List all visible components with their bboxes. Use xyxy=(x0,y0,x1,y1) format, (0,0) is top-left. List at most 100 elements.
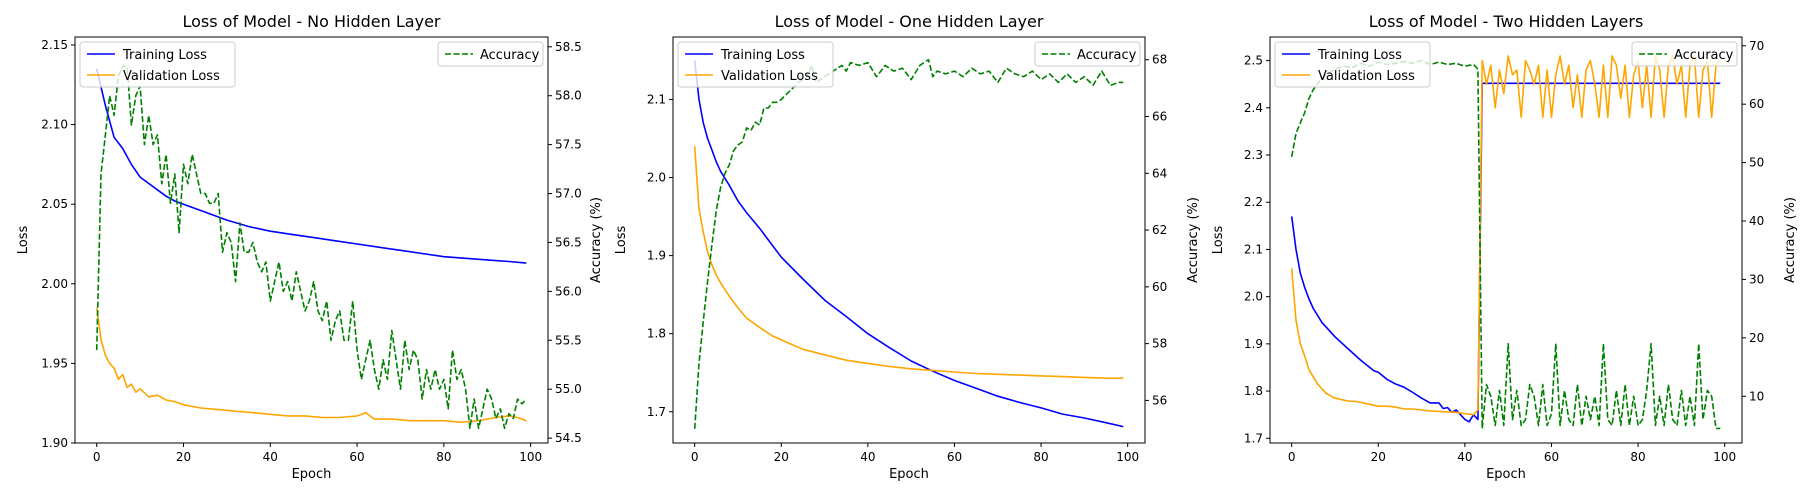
x-tick-label: 0 xyxy=(93,450,101,464)
y2-tick-label: 60 xyxy=(1749,97,1764,111)
y-axis-label: Loss xyxy=(16,226,31,255)
y-tick-label: 1.7 xyxy=(1244,431,1263,445)
y2-tick-label: 64 xyxy=(1152,166,1167,180)
series-line-validation-loss xyxy=(95,307,527,424)
y2-tick-label: 60 xyxy=(1152,280,1167,294)
y2-tick-label: 30 xyxy=(1749,272,1764,286)
y-tick-label: 1.8 xyxy=(1244,384,1263,398)
y-tick-label: 2.05 xyxy=(41,197,68,211)
y-tick-label: 1.9 xyxy=(647,249,666,263)
x-tick-label: 80 xyxy=(1630,450,1645,464)
y-tick-label: 2.5 xyxy=(1244,54,1263,68)
y2-tick-label: 56 xyxy=(1152,393,1167,407)
y2-tick-label: 58.0 xyxy=(555,89,582,103)
y2-tick-label: 55.0 xyxy=(555,382,582,396)
legend-right: Accuracy xyxy=(1034,41,1141,67)
x-axis-label: Epoch xyxy=(292,467,332,482)
x-tick-label: 80 xyxy=(1033,450,1048,464)
legend-box xyxy=(1631,41,1738,67)
y2-tick-label: 54.5 xyxy=(555,431,582,445)
legend-left: Training Loss Validation Loss xyxy=(79,41,236,88)
series-line-accuracy xyxy=(1290,59,1721,430)
chart-panel-2: Loss of Model - One Hidden Layer 0 20 40 60 8… xyxy=(614,12,1201,482)
legend-label: Validation Loss xyxy=(721,69,818,84)
x-tick-label: 0 xyxy=(1288,450,1296,464)
legend-label: Validation Loss xyxy=(123,69,220,84)
y2-tick-label: 70 xyxy=(1749,39,1764,53)
series-line-validation-loss xyxy=(693,146,1124,379)
series-line-training-loss xyxy=(95,68,527,264)
y2-axis-label: Accuracy (%) xyxy=(589,197,604,283)
legend-left: Training Loss Validation Loss xyxy=(1274,41,1431,88)
y2-tick-label: 57.0 xyxy=(555,187,582,201)
x-tick-label: 0 xyxy=(691,450,699,464)
y-tick-label: 2.1 xyxy=(647,92,666,106)
y-tick-label: 2.1 xyxy=(1244,242,1263,256)
y-tick-label: 1.90 xyxy=(41,436,68,450)
plot-frame xyxy=(74,36,549,444)
series-line-training-loss xyxy=(1290,82,1721,423)
y2-tick-label: 58.5 xyxy=(555,40,582,54)
plot-frame xyxy=(672,36,1146,444)
legend-label: Accuracy xyxy=(1077,48,1137,63)
x-tick-label: 60 xyxy=(947,450,962,464)
y2-tick-label: 10 xyxy=(1749,389,1764,403)
y-tick-label: 2.0 xyxy=(1244,290,1263,304)
legend-label: Training Loss xyxy=(122,48,207,63)
x-axis-label: Epoch xyxy=(1486,467,1526,482)
x-tick-label: 100 xyxy=(1116,450,1139,464)
legend-box xyxy=(437,41,544,67)
x-tick-label: 40 xyxy=(263,450,278,464)
plot-frame xyxy=(1269,36,1743,444)
y2-tick-label: 57.5 xyxy=(555,138,582,152)
legend-label: Accuracy xyxy=(1674,48,1734,63)
y2-tick-label: 58 xyxy=(1152,337,1167,351)
x-tick-label: 60 xyxy=(349,450,364,464)
y2-tick-label: 66 xyxy=(1152,109,1167,123)
series-line-validation-loss xyxy=(1290,55,1721,416)
chart-title: Loss of Model - One Hidden Layer xyxy=(775,12,1044,31)
legend-box xyxy=(79,41,236,88)
y2-tick-label: 56.5 xyxy=(555,235,582,249)
chart-panel-3: Loss of Model - Two Hidden Layers 0 20 40 60… xyxy=(1211,12,1798,482)
y-tick-label: 2.3 xyxy=(1244,148,1263,162)
y2-tick-label: 55.5 xyxy=(555,333,582,347)
x-tick-label: 100 xyxy=(1713,450,1736,464)
y2-tick-label: 56.0 xyxy=(555,284,582,298)
chart-panel-1: Loss of Model - No Hidden Layer 0 20 40 60 80… xyxy=(16,12,604,482)
y2-tick-label: 50 xyxy=(1749,156,1764,170)
x-tick-label: 20 xyxy=(1371,450,1386,464)
x-tick-label: 40 xyxy=(1457,450,1472,464)
legend-box xyxy=(1034,41,1141,67)
y-tick-label: 2.10 xyxy=(41,118,68,132)
legend-label: Training Loss xyxy=(1317,48,1402,63)
y-axis-label: Loss xyxy=(1211,226,1226,255)
y-tick-label: 2.2 xyxy=(1244,195,1263,209)
y2-tick-label: 40 xyxy=(1749,214,1764,228)
y-tick-label: 2.15 xyxy=(41,38,68,52)
legend-right: Accuracy xyxy=(1631,41,1738,67)
x-tick-label: 20 xyxy=(176,450,191,464)
chart-title: Loss of Model - No Hidden Layer xyxy=(183,12,441,31)
legend-right: Accuracy xyxy=(437,41,544,67)
legend-label: Validation Loss xyxy=(1318,69,1415,84)
y2-tick-label: 62 xyxy=(1152,223,1167,237)
x-tick-label: 100 xyxy=(519,450,542,464)
x-tick-label: 40 xyxy=(860,450,875,464)
y-tick-label: 1.8 xyxy=(647,327,666,341)
chart-title: Loss of Model - Two Hidden Layers xyxy=(1369,12,1644,31)
y-tick-label: 1.95 xyxy=(41,356,68,370)
legend-box xyxy=(1274,41,1431,88)
y2-tick-label: 20 xyxy=(1749,331,1764,345)
y2-axis-label: Accuracy (%) xyxy=(1783,197,1798,283)
y2-axis-label: Accuracy (%) xyxy=(1186,197,1201,283)
y-tick-label: 2.4 xyxy=(1244,101,1263,115)
series-line-training-loss xyxy=(693,60,1124,428)
y-tick-label: 2.00 xyxy=(41,277,68,291)
y-tick-label: 1.7 xyxy=(647,405,666,419)
x-tick-label: 60 xyxy=(1544,450,1559,464)
y2-tick-label: 68 xyxy=(1152,53,1167,67)
series-line-accuracy xyxy=(693,58,1124,429)
legend-label: Training Loss xyxy=(720,48,805,63)
